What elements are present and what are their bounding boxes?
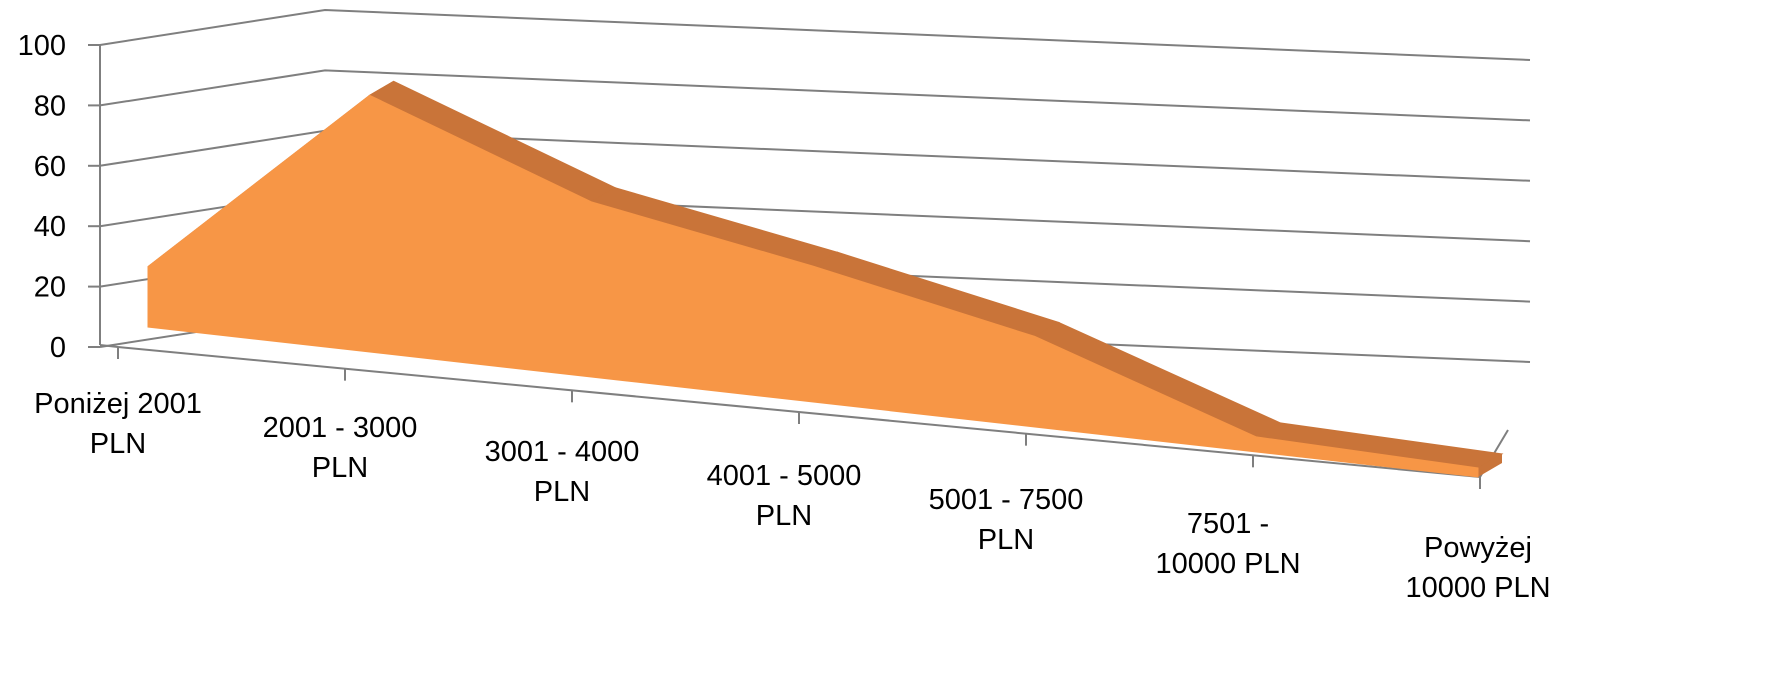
depth-floor-left-edge <box>99 344 119 348</box>
x-tick-label-line: Poniżej 2001 <box>34 388 202 420</box>
x-tick-label: 4001 - 5000 PLN <box>707 460 862 532</box>
x-tick-label: 3001 - 4000 PLN <box>485 436 640 508</box>
x-tick-label-line: Powyżej <box>1424 532 1532 564</box>
y-tick-labels: 0 20 40 60 80 100 <box>18 30 100 364</box>
area-side-face <box>1478 453 1502 477</box>
area-front-face <box>147 94 1479 478</box>
x-tick-label-line: PLN <box>90 428 146 460</box>
x-tick-label-line: PLN <box>534 476 590 508</box>
x-tick-label-line: PLN <box>978 524 1034 556</box>
x-tick-label-line: 4001 - 5000 <box>707 460 862 492</box>
x-tick-label: 2001 - 3000 PLN <box>263 412 418 484</box>
x-tick-label-line: 3001 - 4000 <box>485 436 640 468</box>
x-tick-label-line: PLN <box>312 452 368 484</box>
gridline-100 <box>99 8 1531 61</box>
y-tick-label: 0 <box>50 332 66 364</box>
y-tick-label: 80 <box>34 90 66 122</box>
x-tick-label: Poniżej 2001 PLN <box>34 388 202 460</box>
x-tick-label-line: 10000 PLN <box>1155 548 1300 580</box>
x-tick-label: 7501 - 10000 PLN <box>1155 508 1300 580</box>
y-tick-label: 40 <box>34 211 66 243</box>
x-tick-label-line: 5001 - 7500 <box>929 484 1084 516</box>
gridline-80 <box>99 69 1531 122</box>
x-tick-label-line: PLN <box>756 500 812 532</box>
y-tick-label: 100 <box>18 30 66 62</box>
x-tick-label: 5001 - 7500 PLN <box>929 484 1084 556</box>
x-tick-label-line: 10000 PLN <box>1405 572 1550 604</box>
x-tick-label: Powyżej 10000 PLN <box>1405 532 1550 604</box>
area-series <box>147 80 1504 478</box>
y-tick-label: 60 <box>34 151 66 183</box>
x-tick-label-line: 2001 - 3000 <box>263 412 418 444</box>
x-tick-label-line: 7501 - <box>1187 508 1269 540</box>
y-tick-label: 20 <box>34 272 66 304</box>
